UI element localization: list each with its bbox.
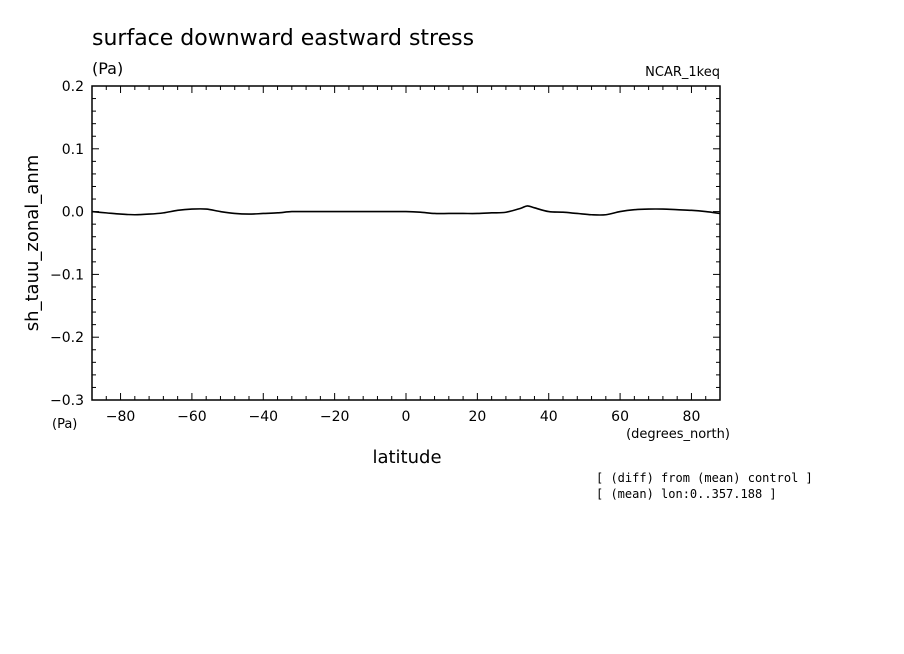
y-tick-label: −0.1 [50,267,84,283]
x-tick-label: 20 [468,409,486,425]
y-ticks: 0.2 0.1 0.0 −0.1 −0.2 −0.3 [50,79,720,409]
x-tick-label: 60 [611,409,629,425]
chart-title: surface downward eastward stress [92,26,474,51]
y-tick-label: 0.2 [62,79,84,95]
y-tick-label: −0.2 [50,330,84,346]
title-units: (Pa) [92,59,123,78]
x-ticks: −80 −60 −40 −20 0 20 40 60 80 [91,86,721,425]
x-tick-label: −20 [320,409,350,425]
series-line-0 [91,205,721,216]
y-tick-label: −0.3 [50,393,84,409]
x-tick-label: −40 [248,409,278,425]
x-tick-label: 80 [683,409,701,425]
x-tick-label: 40 [540,409,558,425]
note-mean: [ (mean) lon:0..357.188 ] [596,487,777,501]
series-layer [91,205,721,216]
x-tick-label: −80 [106,409,136,425]
x-tick-label: 0 [402,409,411,425]
model-label: NCAR_1keq [645,65,720,80]
x-tick-label: −60 [177,409,207,425]
y-axis-units: (Pa) [52,417,77,432]
y-tick-label: 0.0 [62,205,84,221]
y-axis-label: sh_tauu_zonal_anm [22,155,43,332]
plot-frame [91,85,721,401]
y-tick-label: 0.1 [62,142,84,158]
note-diff: [ (diff) from (mean) control ] [596,471,813,485]
x-axis-label: latitude [372,447,441,468]
x-axis-units: (degrees_north) [626,427,730,442]
